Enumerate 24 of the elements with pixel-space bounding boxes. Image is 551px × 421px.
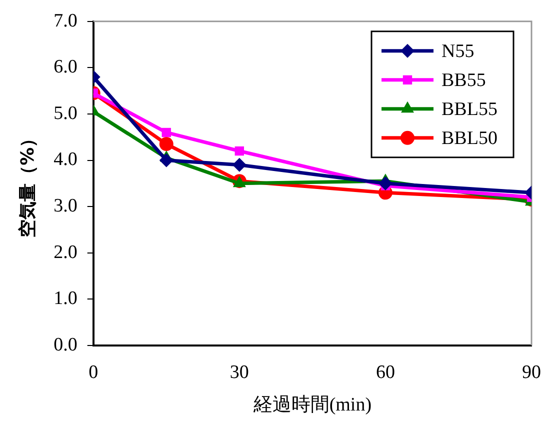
legend-label: BBL50 <box>442 128 498 149</box>
x-tick-label: 0 <box>88 362 98 383</box>
legend-label: BB55 <box>442 70 486 91</box>
point <box>234 146 244 156</box>
y-tick-label: 5.0 <box>54 102 78 124</box>
y-tick-label: 4.0 <box>54 149 78 170</box>
x-tick-label: 60 <box>376 362 395 383</box>
y-tick-label: 2.0 <box>54 242 78 263</box>
x-tick-label: 30 <box>230 362 249 383</box>
point <box>159 153 174 168</box>
point <box>162 128 171 138</box>
point <box>232 158 246 172</box>
point <box>159 137 174 152</box>
y-tick-label: 3.0 <box>54 196 78 217</box>
x-tick-label: 90 <box>522 362 541 383</box>
y-tick-label: 7.0 <box>54 10 78 32</box>
point <box>378 176 392 190</box>
x-axis-title: 経過時間(min) <box>252 394 372 416</box>
y-tick-label: 6.0 <box>54 56 78 78</box>
legend-label: BBL55 <box>442 98 498 120</box>
legend-label: N55 <box>442 40 474 62</box>
y-tick-label: 0.0 <box>54 334 78 356</box>
y-axis-title: 空気量（%） <box>17 129 38 238</box>
y-tick-label: 1.0 <box>54 288 78 310</box>
